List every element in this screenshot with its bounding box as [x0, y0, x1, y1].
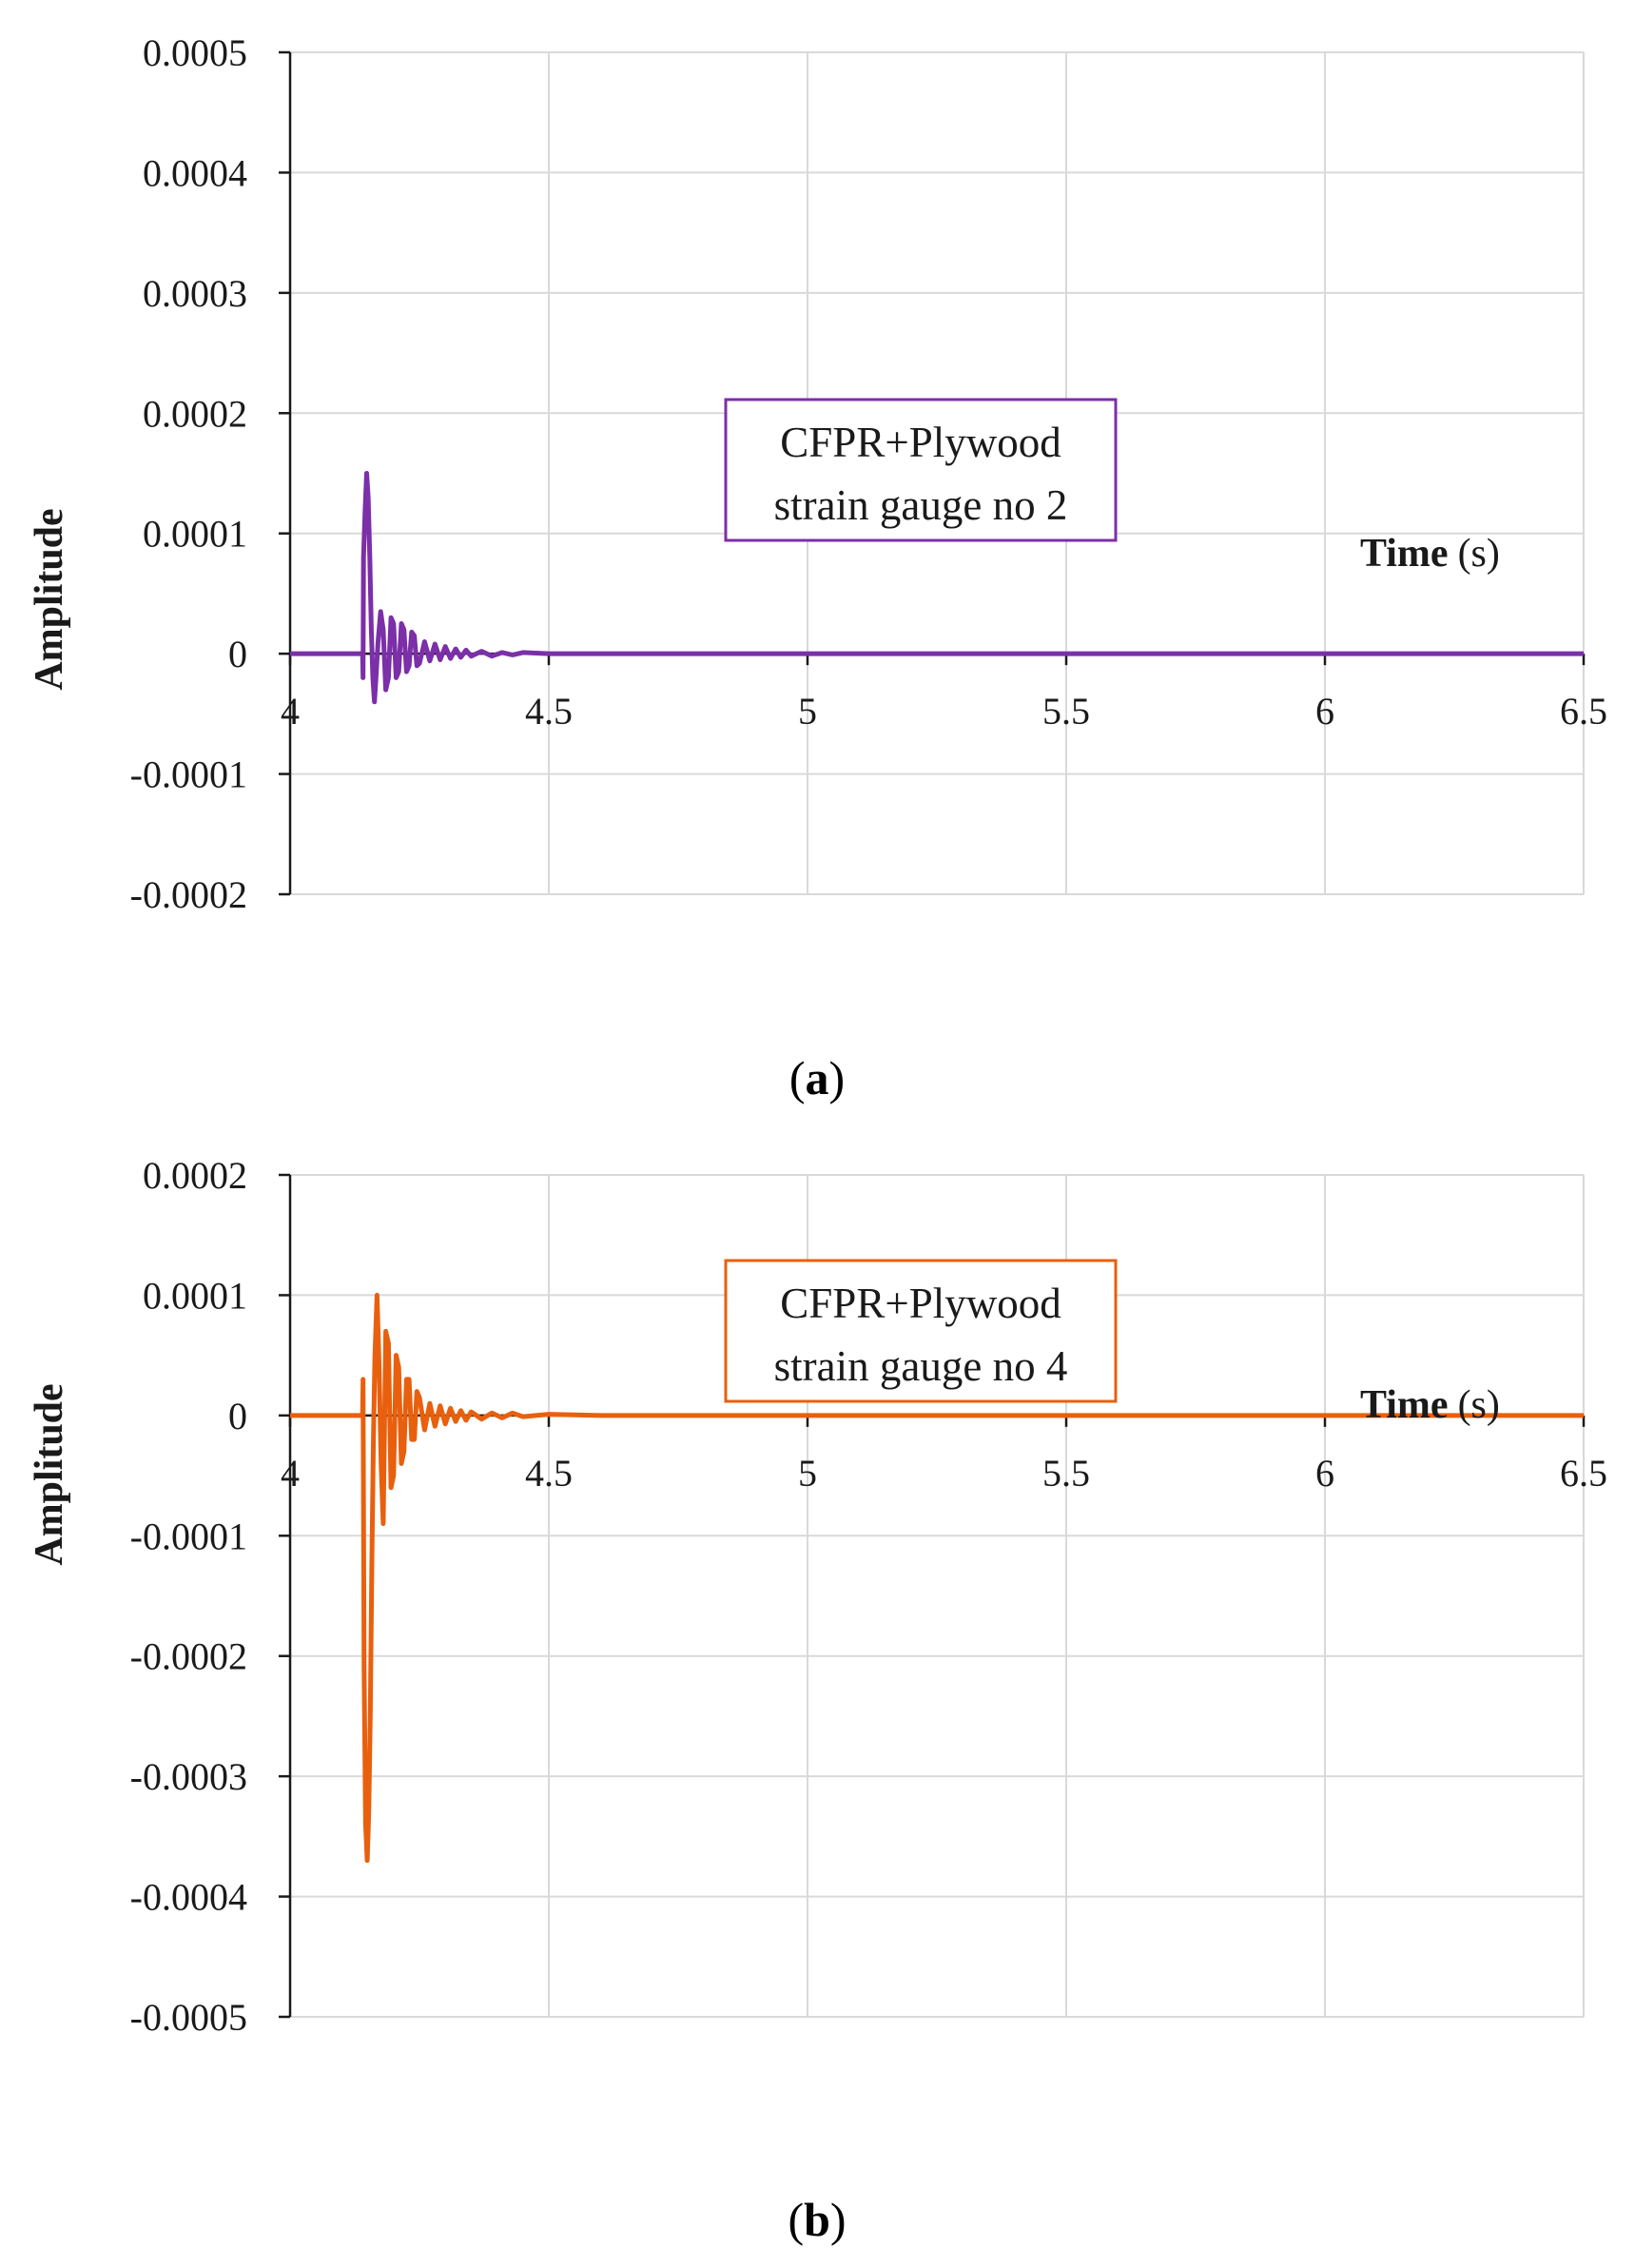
y-tick-label: -0.0003: [130, 1755, 247, 1798]
x-tick-label: 4.5: [525, 1452, 573, 1495]
x-tick-label: 5.5: [1042, 1452, 1090, 1495]
y-tick-label: -0.0002: [130, 1635, 247, 1678]
y-tick-label: 0.0001: [143, 513, 247, 556]
x-tick-label: 6: [1315, 690, 1334, 733]
caption-open-paren: (: [788, 2193, 804, 2246]
y-tick-label: 0.0005: [143, 31, 247, 74]
y-tick-label: -0.0005: [130, 1996, 247, 2039]
caption-close-paren: ): [829, 1051, 846, 1105]
y-tick-label: 0: [228, 1395, 247, 1437]
y-tick-label: 0.0002: [143, 1154, 247, 1197]
y-tick-label: -0.0004: [130, 1876, 247, 1919]
y-axis-title: Amplitude: [28, 508, 71, 690]
x-tick-label: 5.5: [1042, 690, 1090, 733]
chart-panel-a: 0.0005 0.0004 0.0003 0.0002 0.0001 0 -0.0001 -0…: [28, 31, 1607, 1105]
chart-panel-b: 0.0002 0.0001 0 -0.0001 -0.0002 -0.0003 -0.000…: [28, 1154, 1607, 2246]
y-tick-label: -0.0001: [130, 753, 247, 796]
y-tick-label: 0.0004: [143, 151, 247, 194]
annotation-box: [724, 398, 1118, 542]
annotation-line-1: CFPR+Plywood: [780, 1280, 1061, 1327]
annotation-line-2: strain gauge no 2: [774, 481, 1068, 529]
series-line-strain-gauge-no-2: [290, 471, 1584, 705]
caption-open-paren: (: [789, 1051, 806, 1105]
x-axis-title-unit: (s): [1458, 532, 1500, 576]
y-axis-title: Amplitude: [28, 1383, 71, 1565]
series-line-strain-gauge-no-4: [290, 1292, 1584, 1864]
caption-letter: a: [806, 1051, 829, 1105]
x-axis-title-main: Time: [1360, 1383, 1449, 1427]
caption-close-paren: ): [830, 2193, 847, 2246]
y-tick-label: 0: [228, 633, 247, 675]
panel-caption: (a): [789, 1051, 845, 1105]
x-tick-label: 6.5: [1560, 1452, 1607, 1495]
annotation-box: [724, 1259, 1118, 1403]
x-axis-title: Time (s): [1360, 1383, 1500, 1427]
y-tick-label: -0.0001: [130, 1515, 247, 1557]
y-tick-label: -0.0002: [130, 873, 247, 916]
x-tick-label: 6.5: [1560, 690, 1607, 733]
x-axis-title: Time (s): [1360, 532, 1500, 576]
annotation-line-2: strain gauge no 4: [774, 1342, 1068, 1390]
annotation-line-1: CFPR+Plywood: [780, 419, 1061, 466]
x-axis-title-main: Time: [1360, 532, 1449, 576]
x-axis-title-unit: (s): [1458, 1383, 1500, 1427]
x-tick-label: 4: [281, 690, 300, 733]
y-tick-label: 0.0002: [143, 392, 247, 435]
panel-caption: (b): [788, 2193, 846, 2246]
caption-letter: b: [804, 2193, 830, 2246]
x-tick-label: 4: [281, 1452, 300, 1495]
x-tick-label: 4.5: [525, 690, 573, 733]
y-tick-label: 0.0001: [143, 1274, 247, 1317]
x-tick-label: 5: [798, 1452, 817, 1495]
y-tick-label: 0.0003: [143, 272, 247, 315]
x-tick-label: 5: [798, 690, 817, 733]
x-tick-label: 6: [1315, 1452, 1334, 1495]
